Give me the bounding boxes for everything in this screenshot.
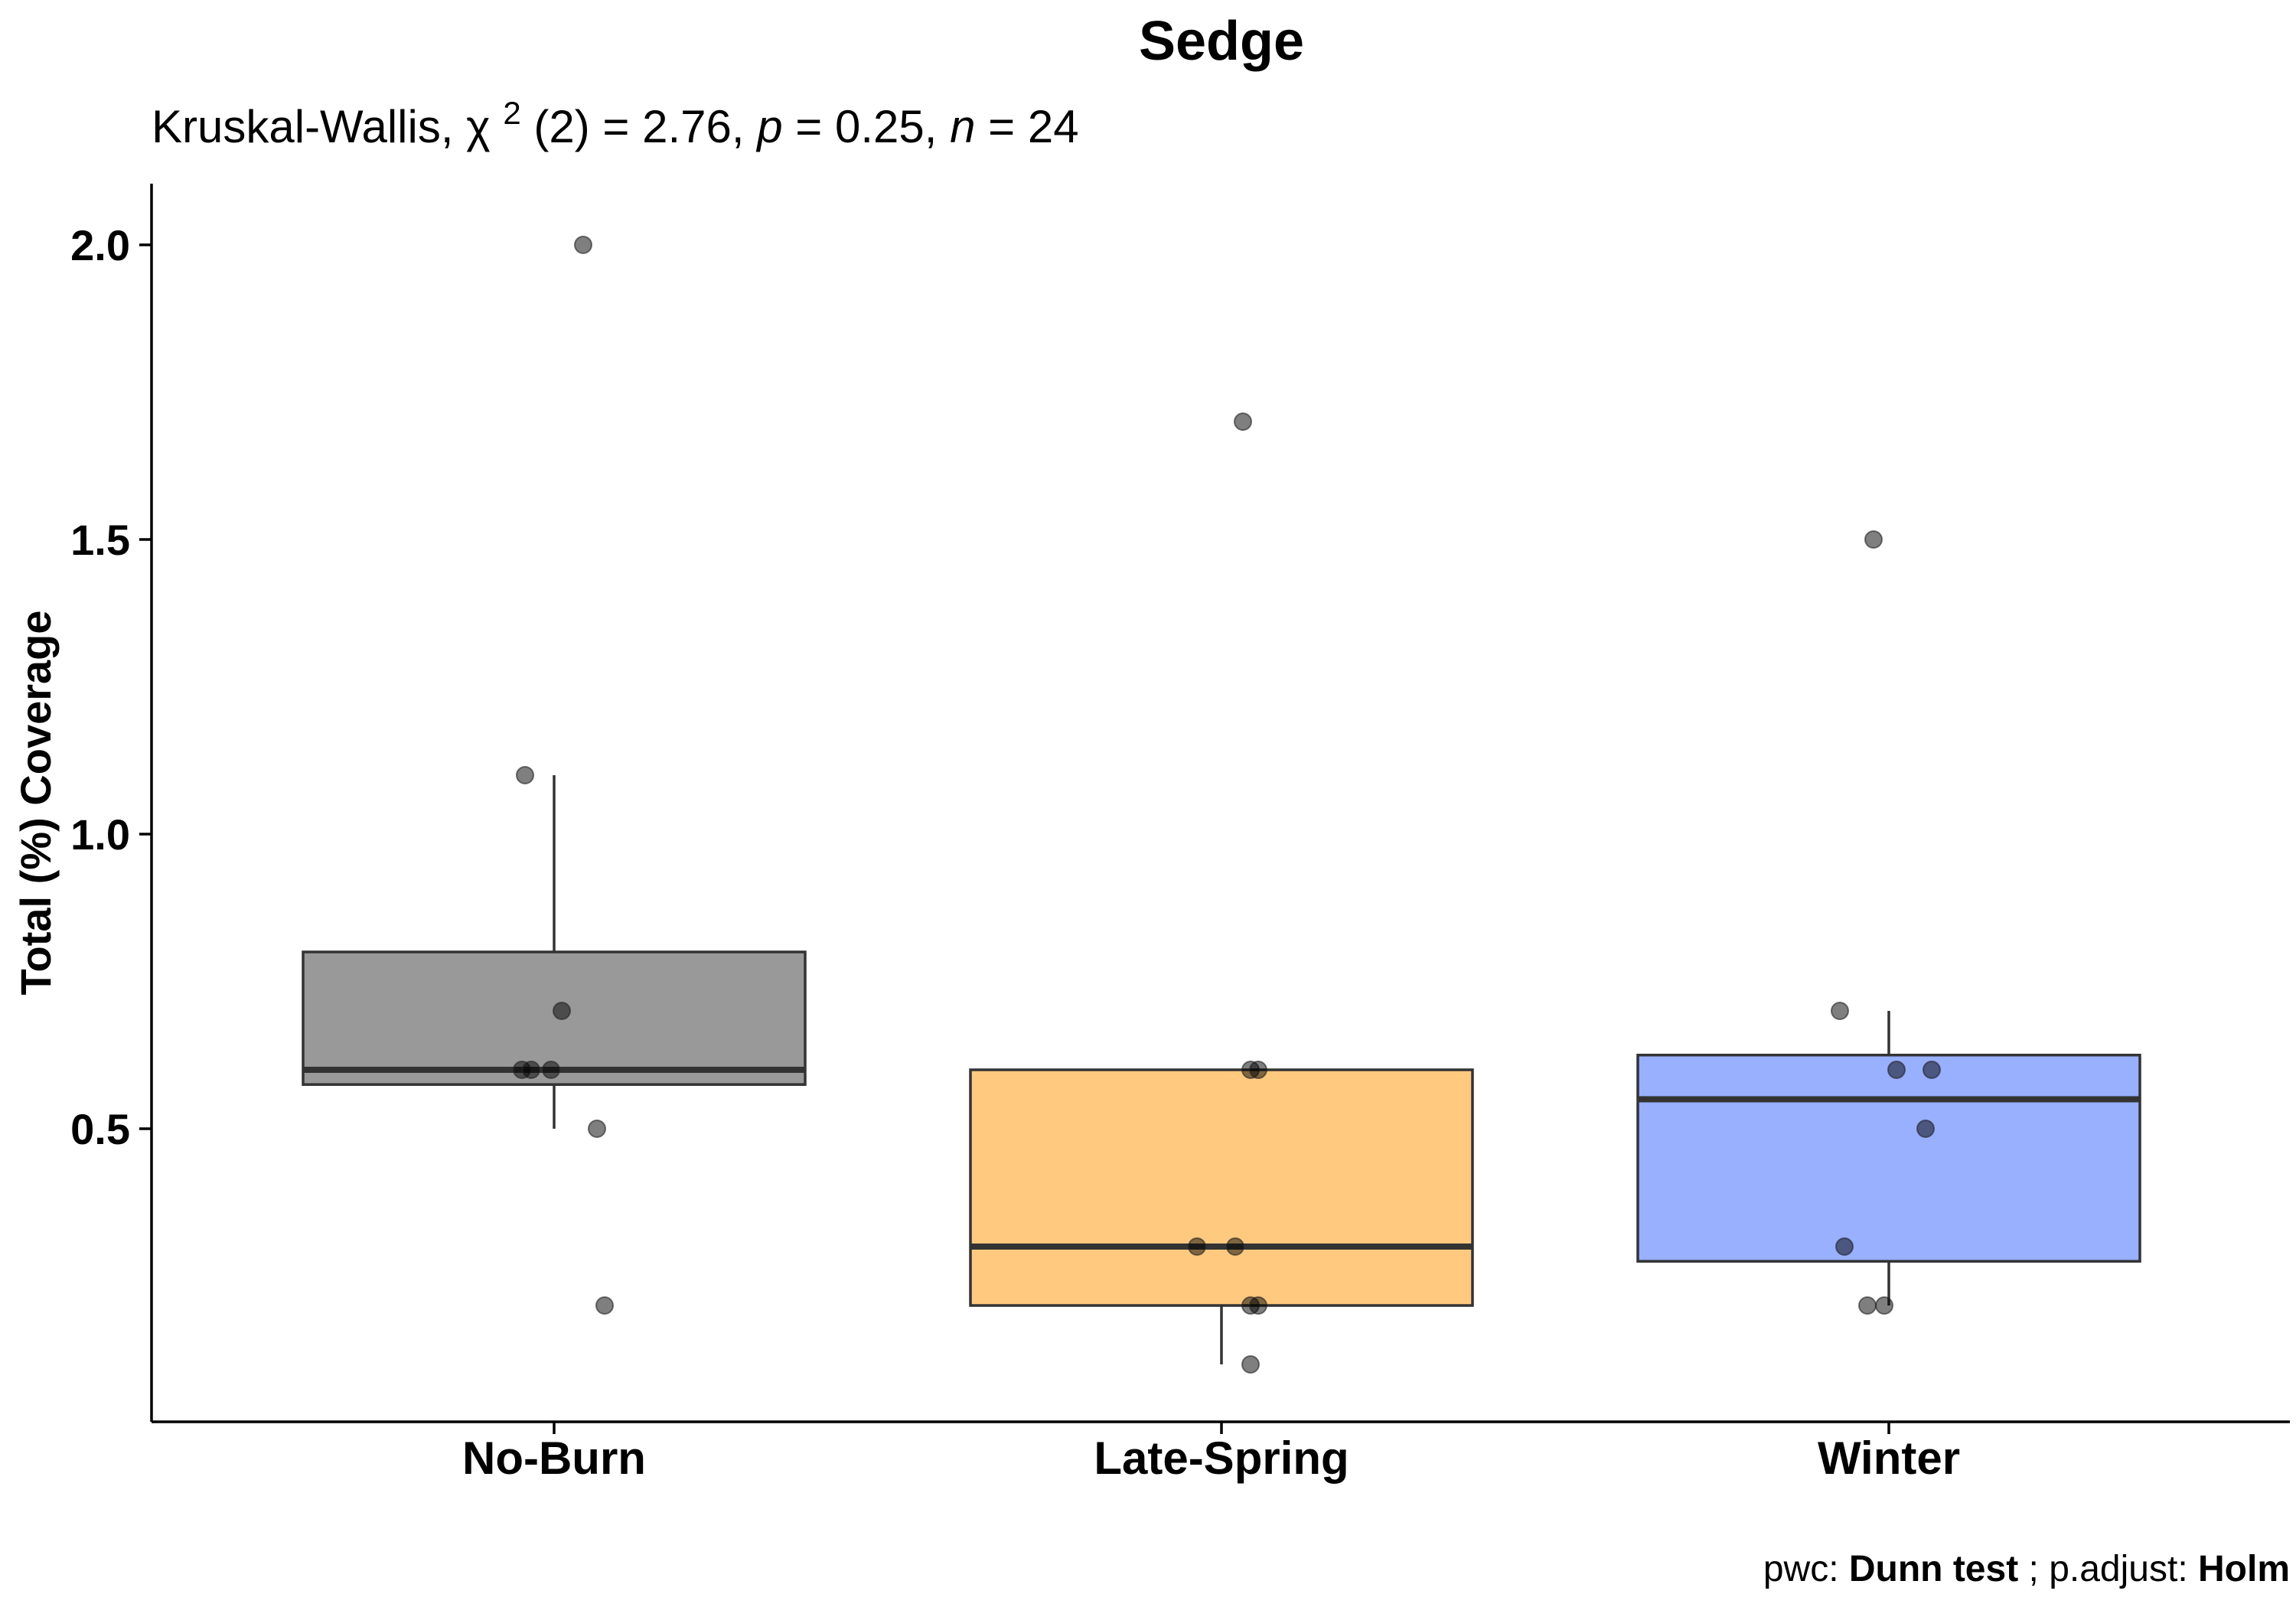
data-point [1858, 1296, 1877, 1315]
y-tick-label: 1.0 [70, 810, 130, 859]
data-point [574, 236, 592, 254]
subtitle-chi-symbol: χ [466, 101, 491, 152]
subtitle-n-symbol: n [950, 101, 975, 152]
y-axis-label: Total (%) Coverage [11, 610, 60, 995]
caption-adjust-value: Holm [2198, 1549, 2290, 1589]
data-point [1226, 1237, 1244, 1256]
data-point [1864, 530, 1883, 549]
data-point [1249, 1296, 1267, 1315]
y-tick-label: 2.0 [70, 221, 130, 269]
data-point [588, 1120, 606, 1138]
data-point [1831, 1002, 1849, 1020]
data-point [542, 1061, 560, 1079]
data-point [1835, 1237, 1854, 1256]
data-point [1241, 1355, 1260, 1374]
data-point [1249, 1061, 1267, 1079]
chart-caption: pwc: Dunn test ; p.adjust: Holm [1763, 1549, 2290, 1589]
subtitle-test-name: Kruskal-Wallis, [152, 101, 466, 152]
subtitle-superscript: 2 [503, 95, 520, 131]
x-tick-label: No-Burn [462, 1433, 646, 1484]
subtitle-p-value: = 0.25, [795, 101, 950, 152]
data-point [1887, 1061, 1906, 1079]
y-tick-label: 0.5 [70, 1105, 130, 1153]
x-tick-label: Winter [1818, 1433, 1960, 1484]
data-point [516, 766, 534, 784]
subtitle-p-symbol: p [755, 101, 782, 152]
data-point [1875, 1296, 1893, 1315]
data-point [1916, 1120, 1935, 1138]
data-point [553, 1002, 571, 1020]
x-tick-label: Late-Spring [1094, 1433, 1349, 1484]
caption-pwc-label: pwc: [1763, 1549, 1849, 1589]
data-point [1234, 412, 1252, 431]
chart-subtitle: Kruskal-Wallis, χ 2 (2) = 2.76, p = 0.25… [152, 83, 1079, 152]
data-point [1188, 1237, 1206, 1256]
data-point [1923, 1061, 1941, 1079]
data-point [522, 1061, 540, 1079]
subtitle-df: (2) = 2.76, [533, 101, 757, 152]
box-body [1636, 1054, 2141, 1263]
subtitle-n-value: = 24 [988, 101, 1078, 152]
caption-pwc-value: Dunn test [1849, 1549, 2018, 1589]
y-tick-label: 1.5 [70, 516, 130, 564]
caption-adjust-label: ; p.adjust: [2029, 1549, 2198, 1589]
data-point [595, 1296, 614, 1315]
box-body [969, 1068, 1474, 1307]
chart-title: Sedge [1139, 11, 1304, 72]
